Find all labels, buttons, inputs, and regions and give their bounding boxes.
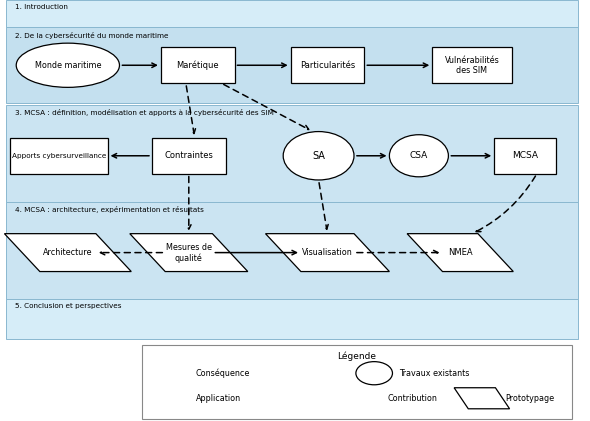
Bar (142, 345, 572, 419)
Text: 1. Introduction: 1. Introduction (15, 4, 68, 10)
Text: SA: SA (312, 151, 325, 161)
Text: NMEA: NMEA (448, 248, 473, 257)
Text: MCSA: MCSA (512, 151, 538, 160)
Bar (152, 138, 225, 173)
Text: Apports cybersurveillance: Apports cybersurveillance (12, 153, 106, 159)
Text: Travaux existants: Travaux existants (399, 369, 469, 378)
Bar (6, 105, 578, 202)
Text: 4. MCSA : architecture, expérimentation et résultats: 4. MCSA : architecture, expérimentation … (15, 206, 204, 213)
Polygon shape (407, 234, 513, 272)
Polygon shape (5, 234, 131, 272)
Bar (6, 27, 578, 103)
Text: Architecture: Architecture (43, 248, 93, 257)
Bar (160, 47, 235, 83)
Text: 5. Conclusion et perspectives: 5. Conclusion et perspectives (15, 303, 122, 309)
Text: Contraintes: Contraintes (165, 151, 213, 160)
Bar (6, 202, 578, 299)
Bar (291, 47, 365, 83)
Text: Application: Application (196, 394, 241, 403)
Text: Marétique: Marétique (176, 61, 219, 70)
Text: Monde maritime: Monde maritime (35, 61, 101, 70)
Bar (6, 0, 578, 27)
Text: Visualisation: Visualisation (302, 248, 353, 257)
Text: Mesures de
qualité: Mesures de qualité (166, 242, 212, 263)
Text: Particularités: Particularités (300, 61, 355, 70)
Text: Conséquence: Conséquence (196, 368, 250, 378)
Text: 2. De la cybersécurité du monde maritime: 2. De la cybersécurité du monde maritime (15, 32, 168, 39)
Polygon shape (266, 234, 389, 272)
Ellipse shape (389, 135, 448, 177)
Polygon shape (454, 388, 510, 409)
Text: Prototypage: Prototypage (506, 394, 555, 403)
Text: Vulnérabilités
des SIM: Vulnérabilités des SIM (445, 56, 499, 75)
Bar (11, 138, 107, 173)
Text: Contribution: Contribution (388, 394, 438, 403)
Bar (6, 299, 578, 339)
Text: Légende: Légende (337, 352, 376, 361)
Text: 3. MCSA : définition, modélisation et apports à la cybersécurité des SIM: 3. MCSA : définition, modélisation et ap… (15, 109, 274, 117)
Ellipse shape (17, 43, 119, 88)
Ellipse shape (356, 362, 392, 385)
Bar (432, 47, 512, 83)
Bar (494, 138, 556, 173)
Text: CSA: CSA (410, 151, 428, 160)
Ellipse shape (283, 131, 354, 180)
Bar (350, 387, 381, 409)
Polygon shape (130, 234, 248, 272)
